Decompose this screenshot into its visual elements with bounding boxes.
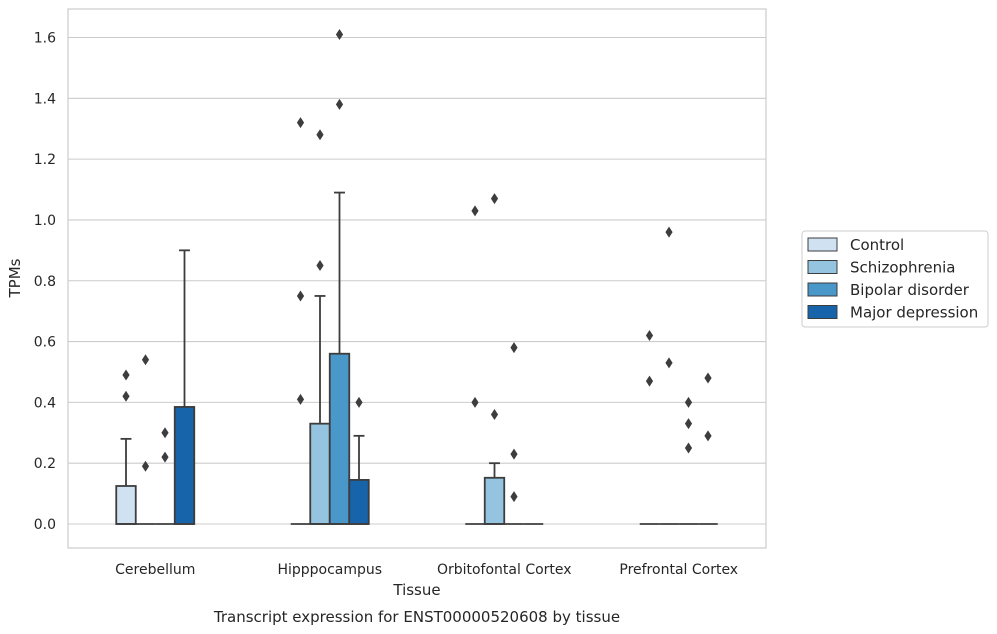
x-tick-label: Orbitofontal Cortex bbox=[437, 562, 572, 578]
legend-swatch bbox=[807, 237, 838, 252]
gridlines bbox=[68, 36, 766, 525]
y-axis-label: TPMs bbox=[6, 258, 24, 298]
outlier-point bbox=[355, 396, 363, 408]
outlier-point bbox=[316, 129, 324, 141]
outlier-point bbox=[141, 460, 150, 472]
outlier-point bbox=[122, 390, 130, 402]
legend-frame bbox=[801, 230, 989, 328]
outlier-point bbox=[490, 409, 499, 421]
y-tick-label: 1.2 bbox=[34, 152, 56, 168]
y-tick-label: 1.4 bbox=[34, 91, 56, 107]
outlier-point bbox=[684, 442, 693, 454]
plot-area-frame bbox=[67, 8, 767, 549]
outlier-point bbox=[684, 418, 693, 430]
box bbox=[483, 476, 506, 525]
y-tick-label: 0.4 bbox=[34, 395, 56, 411]
outlier-points bbox=[122, 28, 712, 503]
outlier-point bbox=[684, 396, 693, 408]
outlier-point bbox=[296, 117, 305, 129]
outlier-point bbox=[335, 28, 344, 40]
x-tick-label: Cerebellum bbox=[115, 562, 195, 578]
y-tick-label: 1.6 bbox=[34, 31, 56, 47]
legend-label: Schizophrenia bbox=[850, 259, 955, 277]
box bbox=[115, 485, 137, 525]
y-tick-label: 0.0 bbox=[34, 517, 56, 533]
legend-swatch bbox=[807, 260, 838, 274]
legend: Control Schizophrenia Bipolar disorder Majo… bbox=[801, 230, 989, 328]
chart-caption: Transcript expression for ENST0000052060… bbox=[213, 608, 620, 626]
outlier-point bbox=[335, 98, 344, 110]
outlier-point bbox=[510, 448, 518, 460]
outlier-point bbox=[645, 329, 654, 341]
outlier-point bbox=[161, 427, 169, 439]
x-tick-label: Prefrontal Cortex bbox=[619, 562, 738, 578]
outlier-point bbox=[510, 491, 518, 503]
box bbox=[348, 479, 370, 525]
box bbox=[328, 352, 351, 525]
box-series bbox=[115, 191, 718, 525]
outlier-point bbox=[645, 375, 654, 387]
y-tick-label: 1.0 bbox=[34, 213, 56, 229]
outlier-point bbox=[665, 357, 673, 369]
legend-swatch bbox=[807, 282, 838, 297]
outlier-point bbox=[161, 451, 169, 463]
outlier-point bbox=[296, 393, 305, 405]
y-tick-label: 0.2 bbox=[34, 456, 56, 472]
box bbox=[173, 406, 196, 525]
outlier-point bbox=[141, 354, 150, 366]
outlier-point bbox=[665, 226, 673, 238]
legend-label: Control bbox=[850, 236, 904, 254]
legend-label: Bipolar disorder bbox=[850, 281, 970, 299]
x-tick-label: Hipppocampus bbox=[277, 562, 382, 578]
y-axis-tick-labels: 0.0 0.2 0.4 0.6 0.8 1.0 1.2 1.4 1.6 bbox=[34, 31, 56, 534]
outlier-point bbox=[471, 396, 479, 408]
outlier-point bbox=[704, 430, 712, 442]
outlier-point bbox=[122, 369, 130, 381]
outlier-point bbox=[316, 260, 324, 272]
x-axis-tick-labels: Cerebellum Hipppocampus Orbitofontal Corte… bbox=[115, 562, 738, 578]
legend-swatch bbox=[807, 305, 838, 319]
outlier-point bbox=[510, 342, 518, 354]
outlier-point bbox=[704, 372, 712, 384]
box bbox=[309, 422, 331, 525]
y-tick-label: 0.6 bbox=[34, 335, 56, 351]
outlier-point bbox=[471, 205, 479, 217]
legend-label: Major depression bbox=[850, 304, 978, 322]
y-tick-label: 0.8 bbox=[34, 274, 56, 290]
outlier-point bbox=[296, 290, 305, 302]
outlier-point bbox=[490, 193, 499, 205]
x-axis-label: Tissue bbox=[392, 581, 440, 599]
